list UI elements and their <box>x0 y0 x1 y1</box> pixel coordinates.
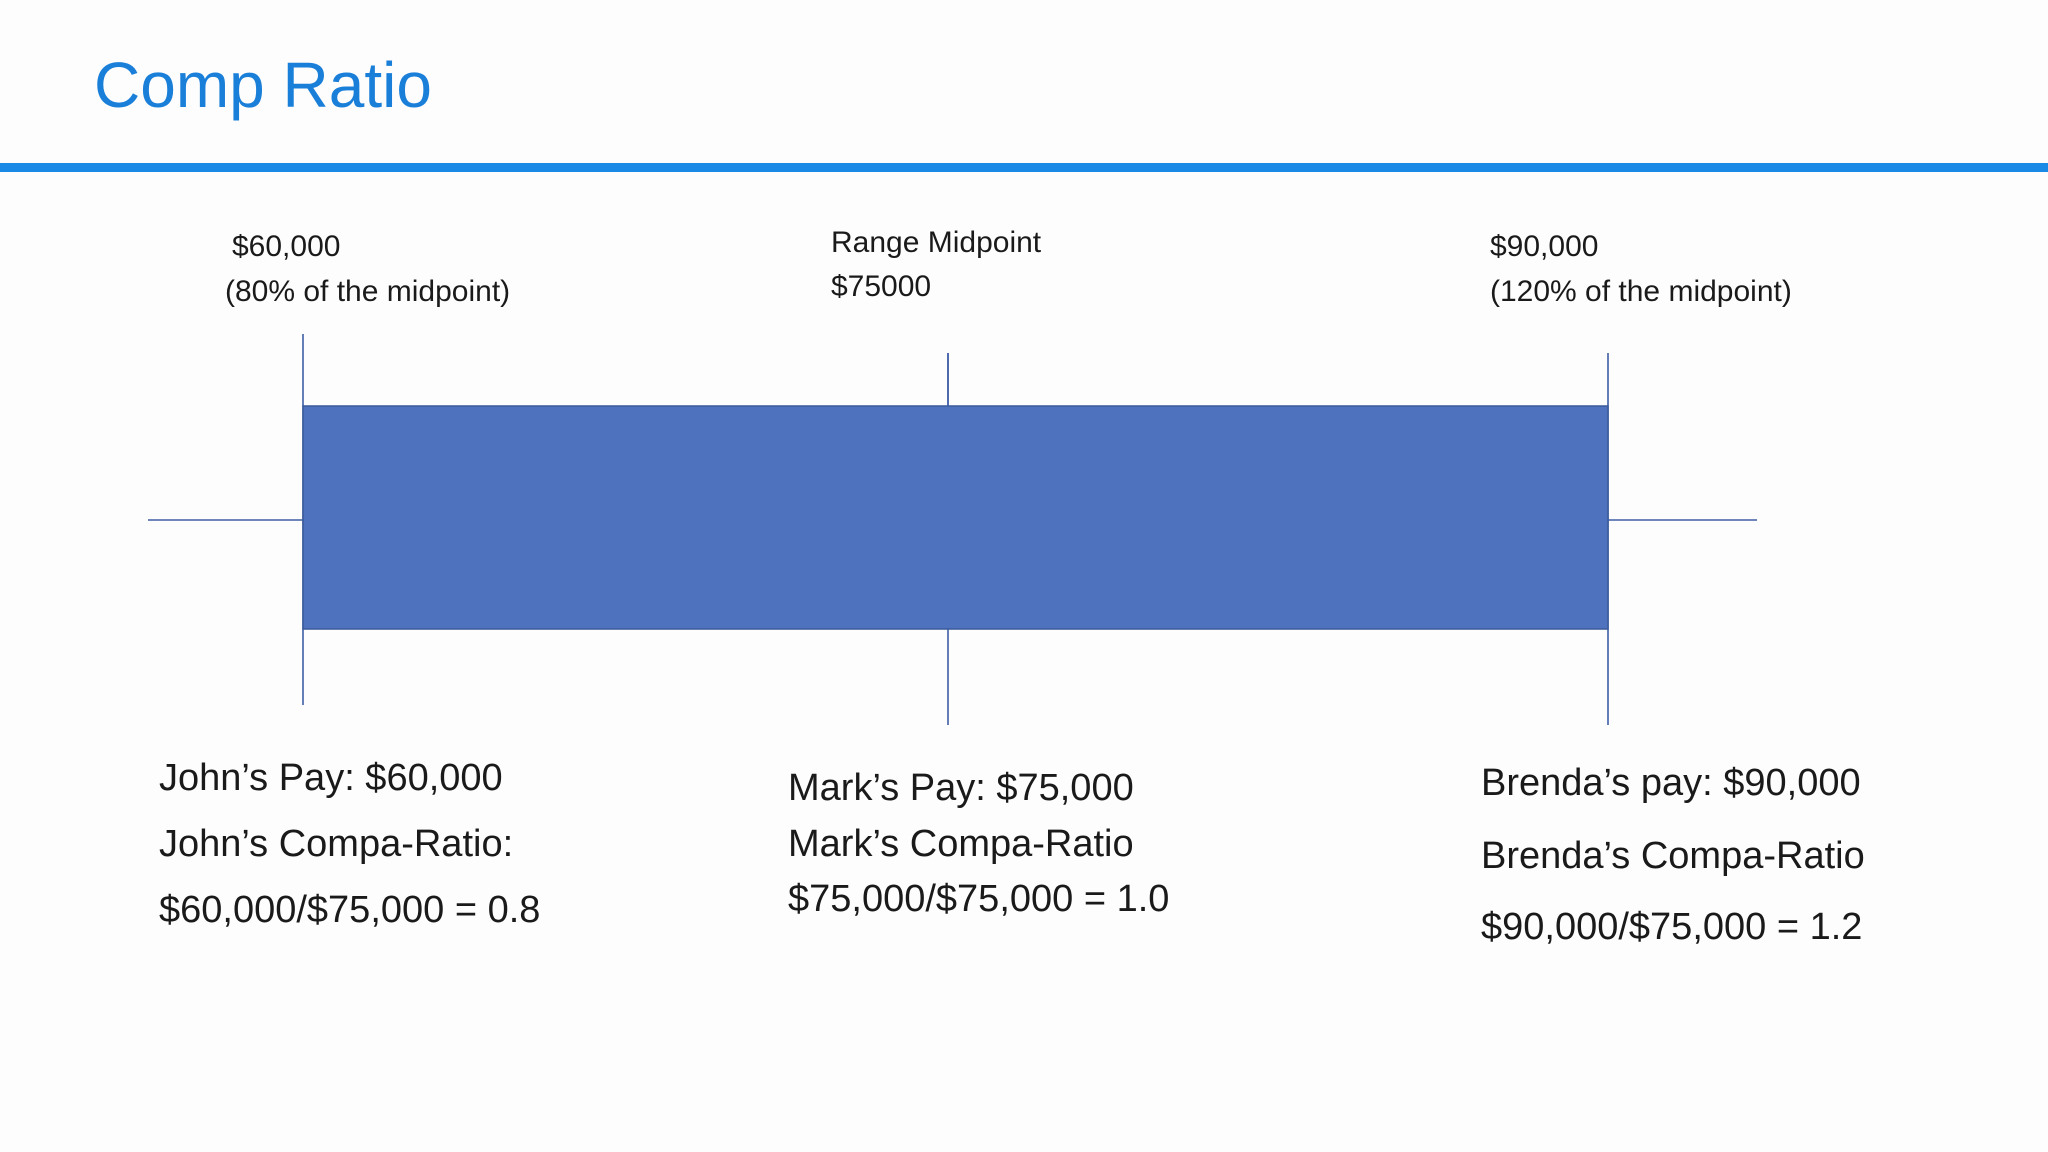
marker-label: Range Midpoint <box>831 226 1042 259</box>
pay-range-box <box>302 405 1609 630</box>
marker-label: (120% of the midpoint) <box>1490 275 1792 308</box>
marker-label: $75000 <box>831 270 931 303</box>
employee-text: $90,000/$75,000 = 1.2 <box>1481 906 1862 948</box>
slide-title: Comp Ratio <box>94 49 432 121</box>
employee-text: Mark’s Compa-Ratio <box>788 823 1134 865</box>
marker-label: $90,000 <box>1490 230 1598 263</box>
employee-text: $60,000/$75,000 = 0.8 <box>159 889 540 931</box>
employee-text: John’s Compa-Ratio: <box>159 823 513 865</box>
employee-text: John’s Pay: $60,000 <box>159 757 503 799</box>
employee-text: Mark’s Pay: $75,000 <box>788 767 1134 809</box>
employee-text: $75,000/$75,000 = 1.0 <box>788 878 1169 920</box>
employee-text: Brenda’s pay: $90,000 <box>1481 762 1861 804</box>
marker-label: (80% of the midpoint) <box>225 275 510 308</box>
employee-text: Brenda’s Compa-Ratio <box>1481 835 1865 877</box>
marker-label: $60,000 <box>232 230 340 263</box>
header-rule <box>0 163 2048 172</box>
